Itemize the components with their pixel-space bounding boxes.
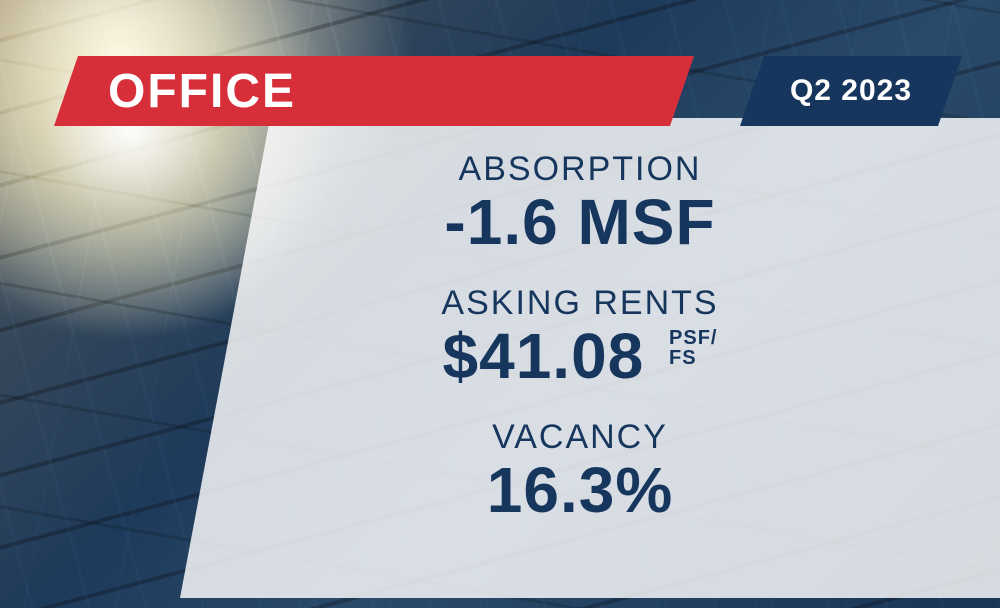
metric-asking-rents-label: ASKING RENTS — [300, 284, 860, 323]
metric-vacancy: VACANCY 16.3% — [300, 418, 860, 524]
metric-asking-rents-value: $41.08 PSF/ FS — [300, 323, 860, 390]
category-label: OFFICE — [54, 64, 296, 119]
metric-asking-rents-amount: $41.08 — [443, 320, 645, 392]
metric-absorption-label: ABSORPTION — [300, 150, 860, 189]
infographic-canvas: OFFICE Q2 2023 ABSORPTION -1.6 MSF ASKIN… — [0, 0, 1000, 608]
metric-vacancy-label: VACANCY — [300, 418, 860, 457]
period-banner: Q2 2023 — [740, 56, 962, 126]
metric-absorption-value: -1.6 MSF — [300, 189, 860, 256]
unit-line-2: FS — [669, 347, 697, 369]
metric-asking-rents: ASKING RENTS $41.08 PSF/ FS — [300, 284, 860, 390]
category-banner: OFFICE — [54, 56, 694, 126]
metrics-block: ABSORPTION -1.6 MSF ASKING RENTS $41.08 … — [300, 150, 860, 525]
metric-absorption: ABSORPTION -1.6 MSF — [300, 150, 860, 256]
metric-vacancy-value: 16.3% — [300, 457, 860, 524]
unit-line-1: PSF/ — [669, 327, 717, 349]
period-label: Q2 2023 — [790, 74, 912, 108]
metric-asking-rents-unit: PSF/ FS — [669, 328, 717, 368]
